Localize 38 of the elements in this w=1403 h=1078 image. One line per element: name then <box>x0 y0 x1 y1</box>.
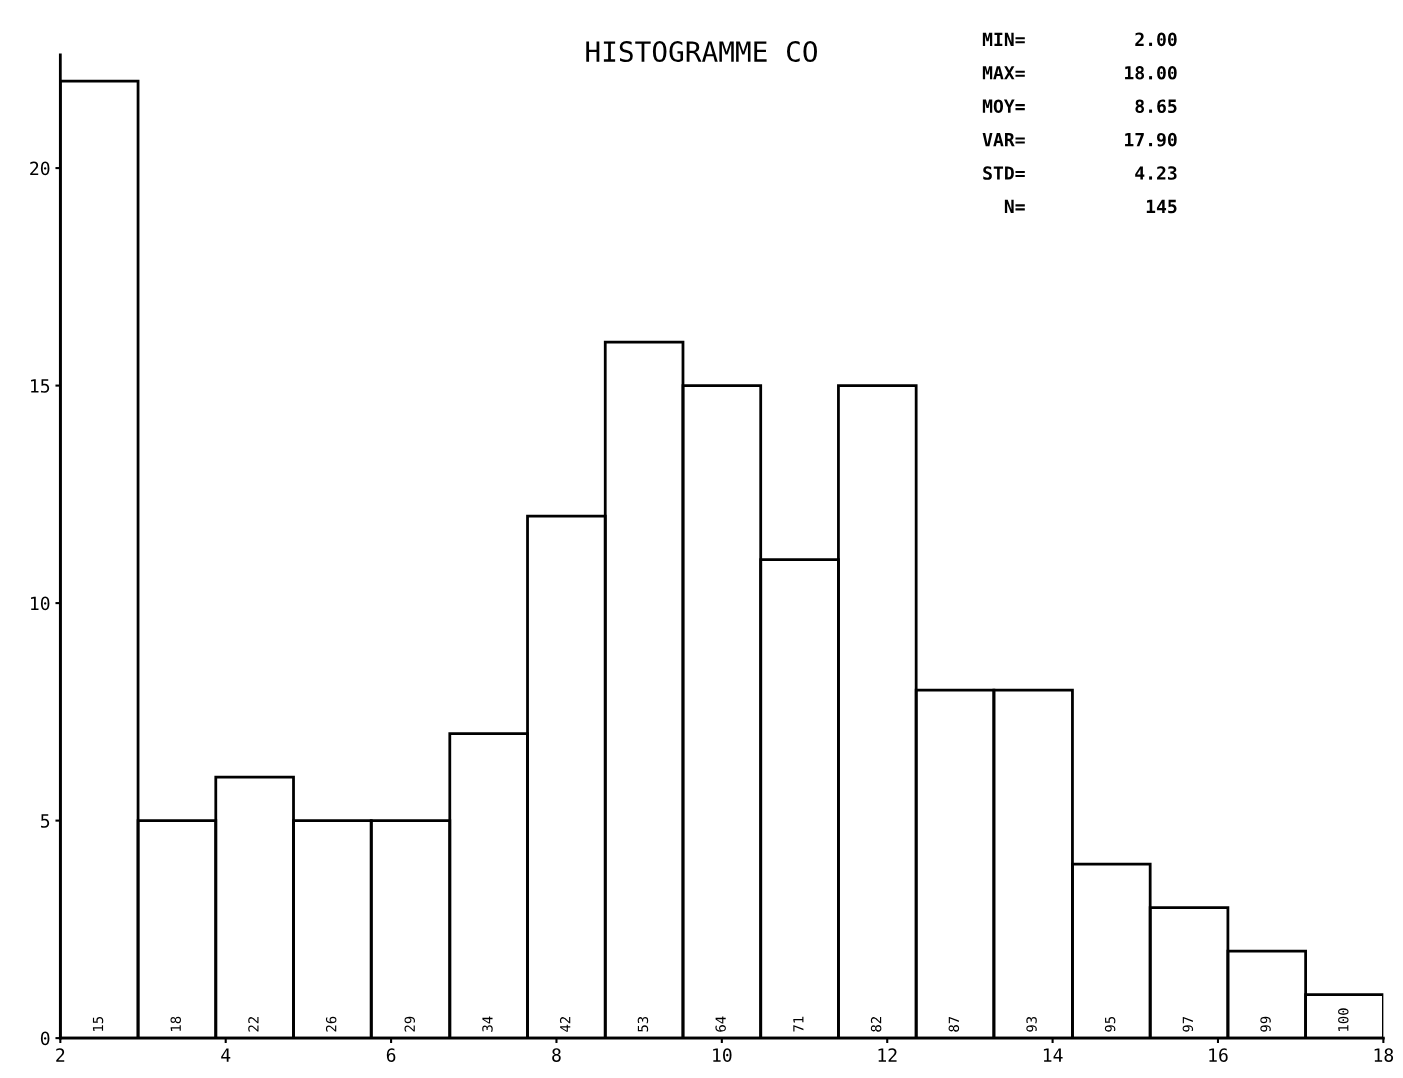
annotation: 53 <box>637 1016 649 1032</box>
annotation: 71 <box>793 1016 804 1032</box>
annotation: 34 <box>482 1016 493 1032</box>
annotation: MOY= 8.65 <box>982 99 1177 114</box>
annotation: 87 <box>948 1016 960 1032</box>
annotation: 100 <box>1338 1008 1349 1031</box>
annotation: 18 <box>170 1016 181 1031</box>
annotation: 99 <box>1260 1016 1271 1032</box>
annotation: 42 <box>559 1017 571 1032</box>
annotation: MAX= 18.00 <box>982 65 1177 80</box>
annotation: 95 <box>1104 1016 1116 1032</box>
x-tick-label: 8 <box>552 1048 561 1062</box>
annotation: 82 <box>870 1017 882 1032</box>
annotation: 15 <box>92 1016 104 1031</box>
annotation: N= 145 <box>1004 199 1177 214</box>
annotation: 22 <box>248 1017 259 1032</box>
chart-title: HISTOGRAMME CO <box>586 41 817 63</box>
x-tick-label: 18 <box>1374 1048 1394 1062</box>
x-tick-label: 12 <box>878 1048 897 1062</box>
text: MIN= 2.00 <box>982 32 1177 47</box>
x-tick-label: 10 <box>713 1048 732 1062</box>
annotation: 93 <box>1026 1016 1037 1032</box>
x-tick-label: 6 <box>386 1048 396 1062</box>
annotation: VAR= 17.90 <box>982 132 1177 147</box>
y-tick-label: 15 <box>31 379 50 393</box>
x-tick-label: 4 <box>221 1048 231 1062</box>
annotation: STD= 4.23 <box>983 166 1177 180</box>
annotation: 97 <box>1182 1016 1194 1032</box>
y-tick-label: 5 <box>41 814 50 828</box>
y-tick-label: 10 <box>31 596 50 611</box>
x-tick-label: 2 <box>56 1048 65 1062</box>
annotation: 29 <box>404 1016 415 1032</box>
y-tick-label: 20 <box>30 161 50 176</box>
x-tick-label: 16 <box>1209 1048 1228 1062</box>
y-tick-label: 0 <box>40 1031 50 1046</box>
annotation: 26 <box>325 1016 337 1032</box>
annotation: 64 <box>715 1016 726 1032</box>
x-tick-label: 14 <box>1043 1048 1063 1062</box>
